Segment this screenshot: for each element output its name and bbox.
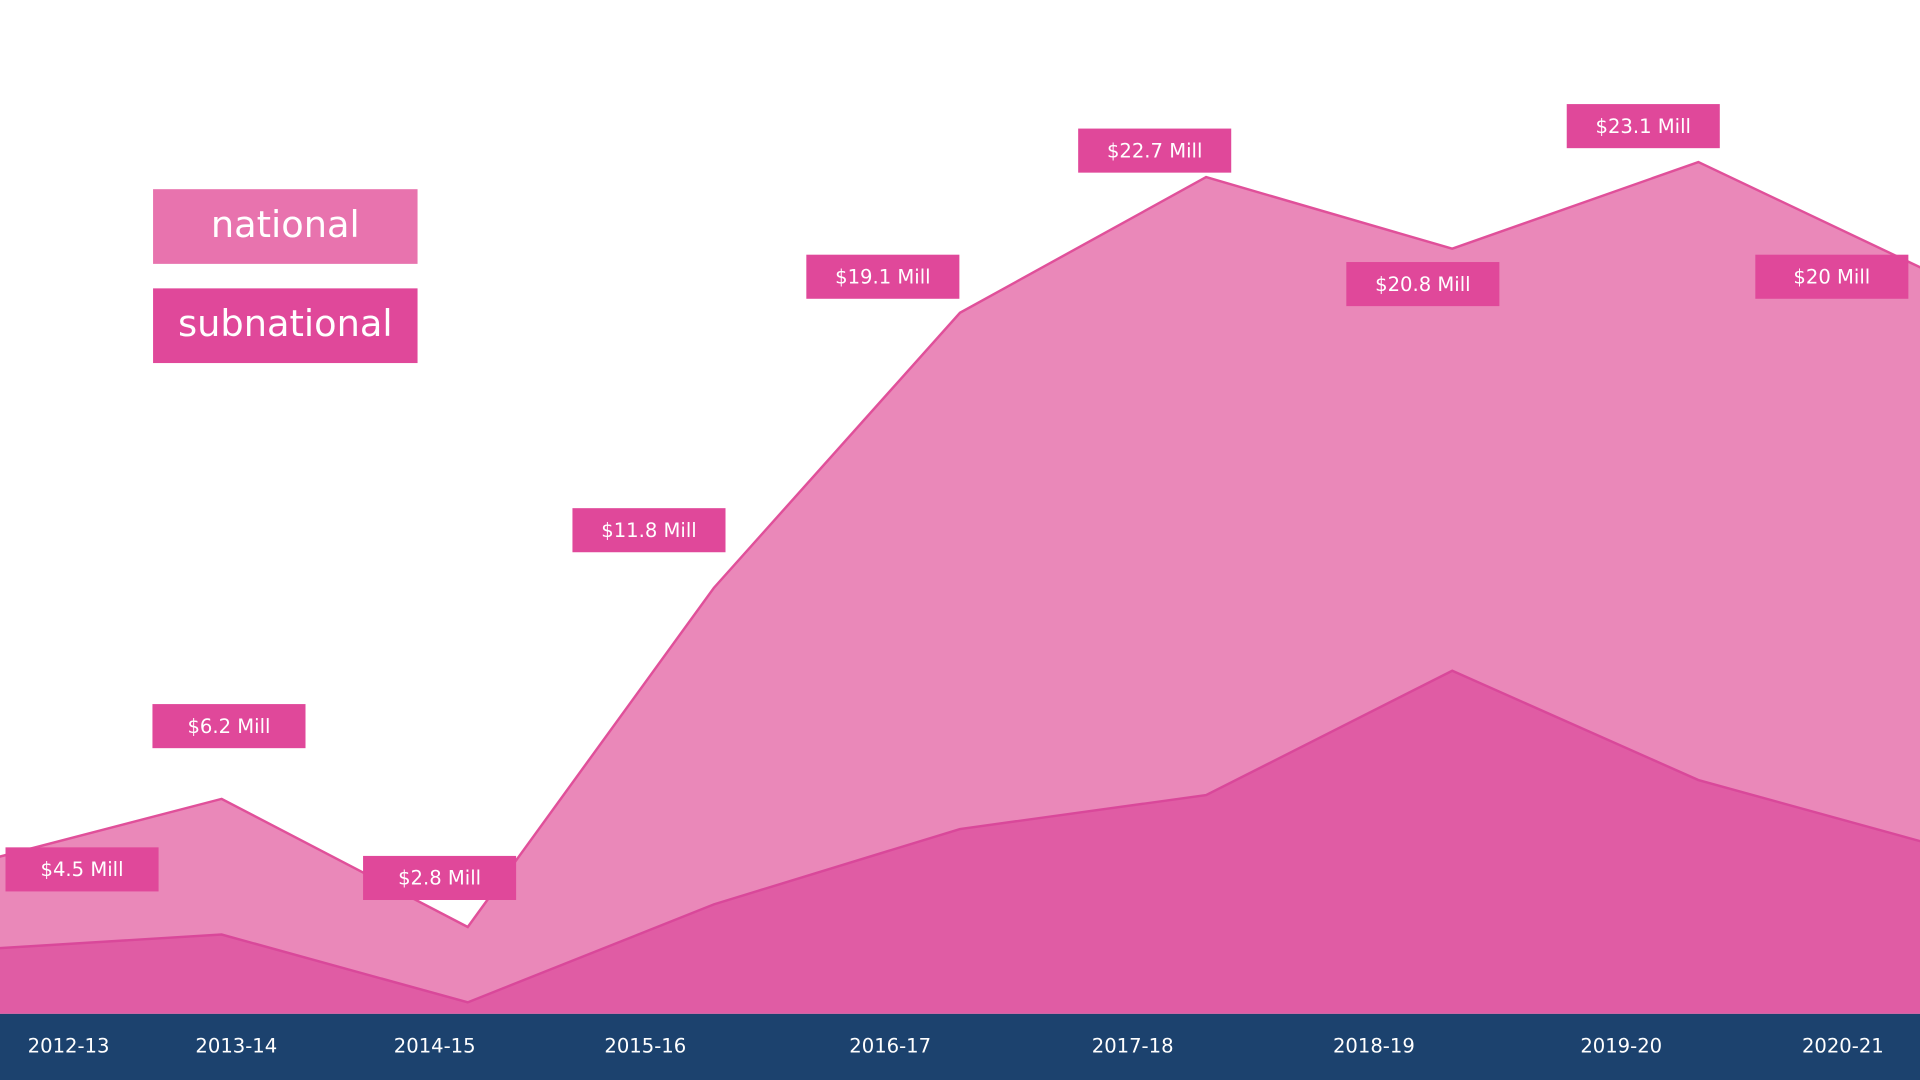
value-label: $20.8 Mill <box>1346 262 1500 307</box>
value-label-box <box>572 508 726 553</box>
value-label-box <box>806 254 960 299</box>
x-tick-label: 2013-14 <box>195 1034 277 1057</box>
legend-label: national <box>211 203 360 246</box>
value-label-text: $19.1 Mill <box>835 265 930 288</box>
axis-band <box>0 1013 1920 1080</box>
value-label-text: $20 Mill <box>1793 265 1870 288</box>
x-tick-label: 2015-16 <box>604 1034 686 1057</box>
value-label-box <box>1755 254 1909 299</box>
value-label: $19.1 Mill <box>806 254 960 299</box>
value-label: $11.8 Mill <box>572 508 726 553</box>
area-line <box>0 669 1920 1004</box>
value-label-text: $22.7 Mill <box>1107 139 1202 162</box>
value-label: $6.2 Mill <box>152 704 306 749</box>
value-label-text: $2.8 Mill <box>398 867 481 890</box>
x-tick-label: 2012-13 <box>28 1034 110 1057</box>
value-label-box <box>1078 128 1232 173</box>
value-label: $2.8 Mill <box>363 855 517 900</box>
x-tick-label: 2017-18 <box>1092 1034 1174 1057</box>
value-label: $23.1 Mill <box>1566 104 1720 149</box>
area <box>0 670 1920 1014</box>
legend-swatch <box>153 189 418 264</box>
value-label: $20 Mill <box>1755 254 1909 299</box>
legend-label: subnational <box>178 302 393 345</box>
x-tick-label: 2018-19 <box>1333 1034 1415 1057</box>
value-label-box <box>1566 104 1720 149</box>
value-label-text: $23.1 Mill <box>1596 115 1691 138</box>
overlay: 2012-13 2013-14 2014-15 2015-16 2016-17 2017-… <box>5 104 1909 1057</box>
x-tick-label: 2020-21 <box>1802 1034 1884 1057</box>
legend-entry: national <box>153 189 418 264</box>
area-line <box>0 160 1920 929</box>
value-label-text: $11.8 Mill <box>601 519 696 542</box>
value-label-text: $4.5 Mill <box>41 858 124 881</box>
value-label: $4.5 Mill <box>5 847 159 892</box>
value-label-box <box>5 847 159 892</box>
value-label-text: $6.2 Mill <box>187 715 270 738</box>
x-tick-label: 2016-17 <box>849 1034 931 1057</box>
legend-entry: subnational <box>153 288 418 364</box>
value-label-text: $20.8 Mill <box>1375 273 1470 296</box>
legend-swatch <box>153 288 418 364</box>
value-label-box <box>152 704 306 749</box>
value-label-box <box>363 855 517 900</box>
value-label: $22.7 Mill <box>1078 128 1232 173</box>
value-label-box <box>1346 262 1500 307</box>
x-tick-label: 2014-15 <box>394 1034 476 1057</box>
x-tick-label: 2019-20 <box>1580 1034 1662 1057</box>
plot-area <box>0 160 1920 1014</box>
